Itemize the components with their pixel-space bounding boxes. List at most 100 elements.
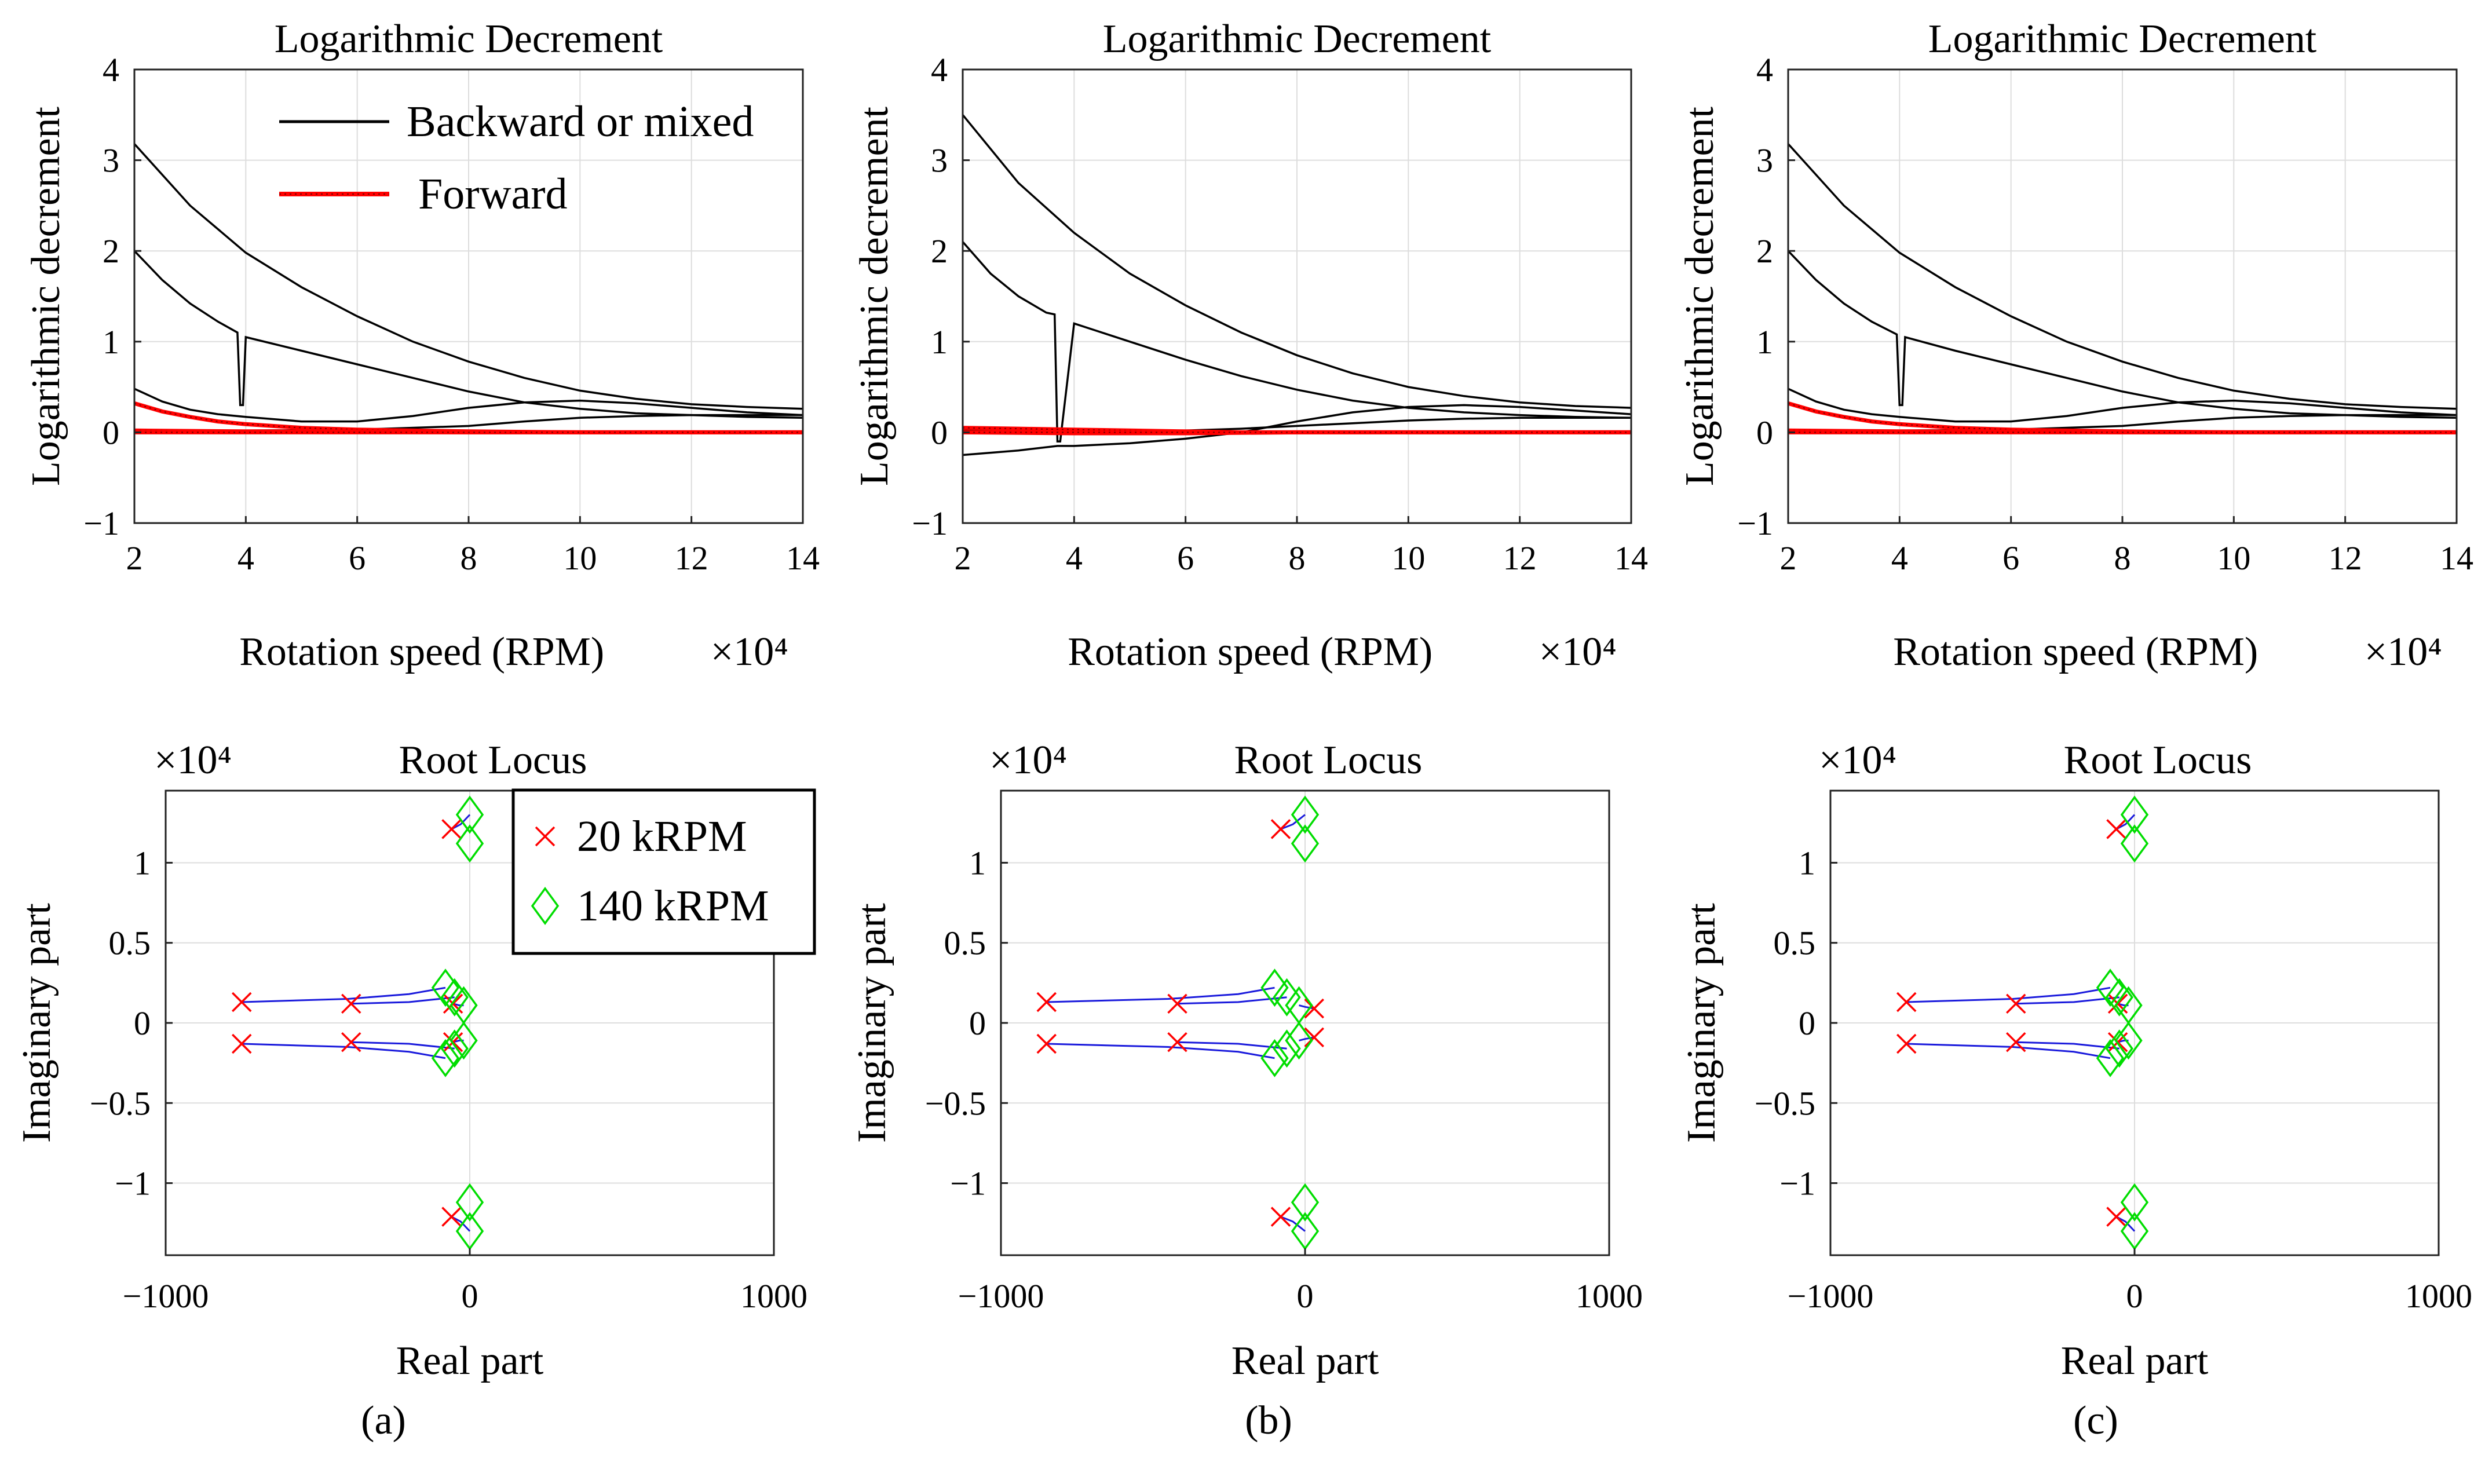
pole-marker-20krpm [2006,993,2026,1014]
x-tick-label: 10 [563,539,597,577]
locus-branch [351,1041,455,1050]
locus-branch [242,986,446,1003]
y-tick-label: −1 [950,1165,986,1202]
x-tick-label: 0 [462,1277,478,1315]
y-tick-label: 0 [1799,1004,1815,1042]
locus-branch [2115,1216,2136,1232]
backward-series-line [1788,388,2457,423]
y-axis-label: Imaginary part [1679,902,1724,1143]
forward-series-dots [134,403,803,433]
pole-marker-140krpm [2120,1183,2149,1222]
x-tick-label: 8 [2114,539,2131,577]
x-tick-label: 10 [1391,539,1425,577]
y-tick-label: −1 [1779,1165,1815,1202]
pole-marker-20krpm [1896,1033,1917,1054]
y-tick-label: 1 [1799,844,1815,882]
y-axis-label: Imaginary part [850,902,894,1143]
locus-branch [1299,1004,1315,1010]
y-tick-label: 1 [134,844,151,882]
caption-c: (c) [2073,1398,2118,1443]
y-tick-label: 1 [931,323,948,361]
y-tick-label: 0 [134,1004,151,1042]
y-tick-label: −1 [912,505,948,542]
x-axis-label: Rotation speed (RPM) [239,630,604,674]
x-tick-label: 8 [461,539,477,577]
locus-branch [1280,814,1306,830]
x-tick-label: 4 [237,539,254,577]
y-axis-label: Imaginary part [14,902,59,1143]
backward-series-line [962,114,1632,409]
y-axis-multiplier: ×10⁴ [154,738,232,783]
x-tick-label: 12 [1503,539,1537,577]
pole-marker-140krpm [2120,795,2149,834]
pole-marker-20krpm [2106,819,2126,839]
chart-title: Root Locus [399,738,587,783]
x-tick-label: −1000 [1788,1277,1874,1315]
y-tick-label: 2 [931,232,948,270]
markers-group [1896,795,2149,1251]
y-tick-label: −1 [115,1165,151,1202]
series-group [1787,143,2457,434]
pole-marker-20krpm [232,1033,252,1054]
y-tick-label: 2 [1756,232,1773,270]
chart-title: Root Locus [2064,738,2252,783]
loci-group [242,814,471,1232]
x-tick-label: 1000 [740,1277,807,1315]
locus-branch [2016,1041,2119,1050]
pole-marker-140krpm [2114,1021,2143,1060]
locus-branch [451,1216,471,1232]
pole-marker-20krpm [1270,1207,1291,1227]
y-tick-label: 3 [103,142,119,180]
y-tick-label: 4 [931,51,948,89]
forward-series-dots [1788,403,2457,433]
pole-marker-20krpm [1304,998,1324,1019]
pole-marker-140krpm [1291,1183,1320,1222]
chart-title: Logarithmic Decrement [275,17,663,61]
markers-group [1036,795,1324,1251]
y-tick-label: 3 [931,142,948,180]
pole-marker-140krpm [1273,1029,1301,1068]
locus-branch [2115,814,2136,830]
series-group [962,114,1632,456]
backward-series-line [962,241,1632,443]
chart-title: Logarithmic Decrement [1928,17,2317,61]
y-tick-label: 0 [1756,414,1773,451]
y-tick-label: 0 [103,414,119,451]
x-axis-label: Rotation speed (RPM) [1068,630,1432,674]
x-tick-label: 2 [1780,539,1797,577]
pole-marker-140krpm [455,824,484,863]
root-locus-chart: −1000 0 1000 −1 −0.5 0 0.5 1 Root Locus ×10⁴ Real … [1679,738,2472,1383]
y-tick-label: 4 [103,51,119,89]
caption-a: (a) [361,1398,406,1443]
pole-marker-140krpm [431,1039,460,1077]
y-tick-label: 0 [969,1004,986,1042]
x-tick-label: −1000 [958,1277,1044,1315]
locus-branch [351,996,455,1005]
backward-series-line [1787,143,2457,410]
pole-marker-140krpm [2120,824,2149,863]
pole-marker-140krpm [455,1183,484,1222]
pole-marker-140krpm [1260,1039,1289,1077]
y-axis-multiplier: ×10⁴ [989,738,1067,783]
pole-marker-20krpm [441,1207,462,1227]
x-tick-label: 6 [1177,539,1194,577]
x-tick-label: 2 [955,539,971,577]
x-tick-label: 6 [2002,539,2019,577]
locus-branch [2016,996,2119,1005]
locus-branch [1906,1043,2111,1059]
pole-marker-140krpm [531,887,560,925]
x-tick-label: 12 [675,539,708,577]
backward-series-line [134,388,803,423]
pole-marker-20krpm [1036,1033,1057,1054]
pole-marker-140krpm [2105,978,2133,1017]
backward-series-line [133,250,803,419]
x-tick-label: −1000 [123,1277,209,1315]
pole-marker-20krpm [232,992,252,1013]
y-tick-label: 3 [1756,142,1773,180]
y-tick-label: 0 [931,414,948,451]
